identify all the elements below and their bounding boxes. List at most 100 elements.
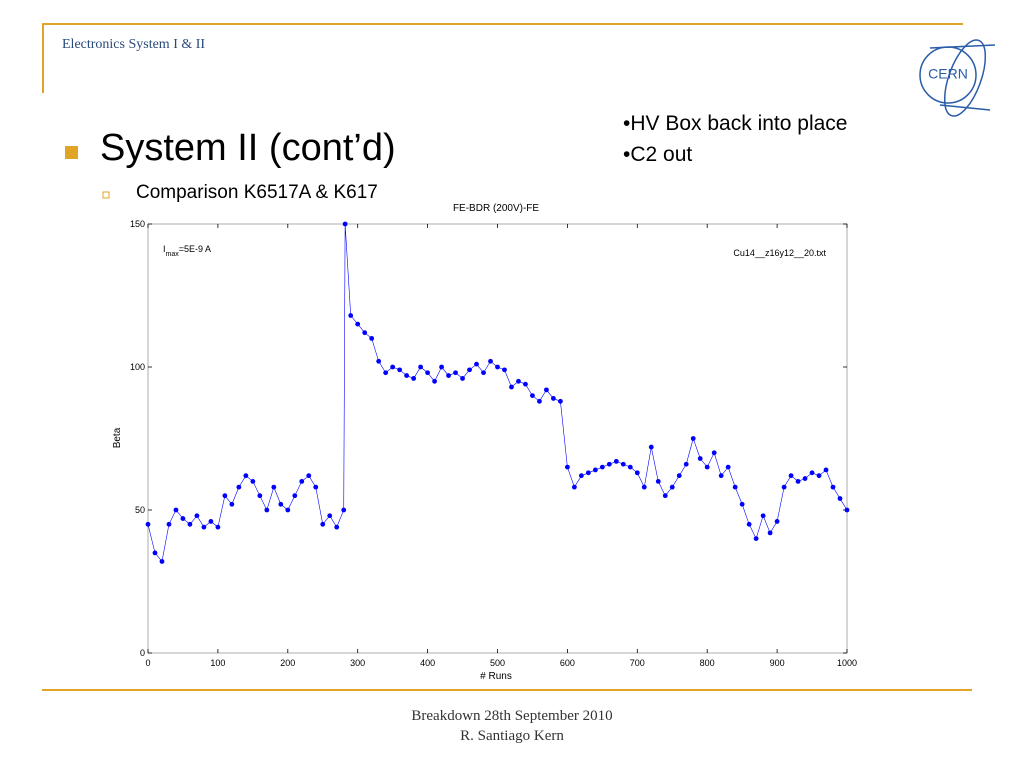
- plot-frame: [147, 223, 848, 654]
- data-point: [516, 378, 521, 384]
- data-point: [739, 501, 745, 507]
- data-point: [306, 473, 312, 479]
- data-point: [711, 450, 717, 456]
- data-point: [320, 521, 326, 527]
- data-point: [145, 521, 151, 527]
- data-point: [823, 467, 829, 473]
- data-point: [327, 513, 333, 519]
- data-point: [348, 313, 354, 318]
- data-point: [313, 484, 319, 490]
- data-point: [802, 476, 808, 481]
- chart-title: FE-BDR (200V)-FE: [453, 203, 539, 214]
- footer-line: Breakdown 28th September 2010: [411, 708, 613, 724]
- x-tick-label: 500: [490, 658, 505, 668]
- data-point: [411, 376, 417, 381]
- x-tick-label: 600: [560, 658, 575, 668]
- data-point: [180, 516, 186, 521]
- data-point: [558, 398, 563, 404]
- data-point: [648, 444, 654, 450]
- data-point: [376, 358, 382, 364]
- data-point: [362, 330, 368, 336]
- data-point: [194, 513, 200, 519]
- data-point: [236, 484, 242, 490]
- annotation-base: I: [163, 244, 166, 254]
- cern-logo: [919, 39, 996, 117]
- data-point: [641, 484, 647, 490]
- footer-line: R. Santiago Kern: [460, 728, 564, 744]
- data-point: [166, 521, 172, 527]
- data-point: [718, 473, 724, 479]
- x-tick-label: 0: [145, 658, 150, 668]
- data-point: [425, 370, 430, 376]
- annotation-rest: =5E-9 A: [179, 244, 211, 254]
- annotation: Imax=5E-9 A: [163, 244, 211, 258]
- data-point: [732, 484, 738, 490]
- data-point: [383, 370, 389, 376]
- data-point: [495, 364, 500, 370]
- data-point: [299, 479, 305, 484]
- annotation-sub: max: [166, 251, 180, 258]
- y-tick-label: 50: [135, 505, 145, 515]
- data-point: [690, 436, 696, 441]
- data-point: [585, 470, 591, 476]
- data-point: [697, 456, 703, 461]
- data-point: [530, 393, 535, 398]
- sub-bullet: [102, 191, 110, 199]
- x-tick-label: 900: [770, 658, 785, 668]
- data-point: [152, 550, 158, 556]
- y-tick-label: 100: [130, 362, 145, 372]
- data-point: [257, 493, 263, 499]
- data-point: [446, 373, 451, 378]
- data-point: [369, 336, 375, 341]
- heading: System II (cont’d): [100, 127, 396, 169]
- x-tick-label: 700: [630, 658, 645, 668]
- data-point: [481, 370, 486, 376]
- x-tick-label: 1000: [837, 658, 857, 668]
- data-point: [292, 493, 298, 499]
- data-point: [509, 384, 514, 390]
- data-point: [271, 484, 277, 490]
- y-axis-label: Beta: [112, 427, 123, 448]
- data-point: [159, 559, 165, 564]
- data-point: [397, 367, 403, 373]
- note: •C2 out: [623, 143, 693, 166]
- data-point: [355, 321, 361, 327]
- bullet-square: [65, 146, 78, 159]
- data-point: [606, 461, 612, 467]
- data-point: [704, 464, 710, 470]
- data-point: [222, 493, 228, 499]
- data-point: [565, 464, 570, 470]
- data-point: [342, 221, 348, 227]
- data-point: [816, 473, 822, 479]
- data-point: [488, 358, 493, 364]
- file-label: Cu14__z16y12__20.txt: [733, 248, 826, 258]
- data-point: [453, 370, 458, 376]
- header: Electronics System I & II: [62, 37, 206, 52]
- data-point: [243, 473, 249, 479]
- data-point: [537, 398, 542, 404]
- x-tick-label: 300: [350, 658, 365, 668]
- y-tick-label: 150: [130, 219, 145, 229]
- data-point: [432, 378, 437, 384]
- data-point: [474, 361, 479, 367]
- data-point: [208, 519, 214, 524]
- data-point: [187, 521, 193, 527]
- data-point: [592, 467, 598, 473]
- data-point: [830, 484, 836, 490]
- data-point: [215, 524, 221, 530]
- data-point: [725, 464, 731, 470]
- data-point: [201, 524, 207, 530]
- data-point: [460, 376, 465, 381]
- data-point: [523, 381, 528, 387]
- x-tick-label: 200: [280, 658, 295, 668]
- data-point: [683, 461, 689, 467]
- data-point: [760, 513, 766, 519]
- data-point: [334, 524, 340, 530]
- data-point: [795, 479, 801, 484]
- data-point: [746, 521, 752, 527]
- data-point: [837, 496, 843, 501]
- note: •HV Box back into place: [623, 112, 848, 135]
